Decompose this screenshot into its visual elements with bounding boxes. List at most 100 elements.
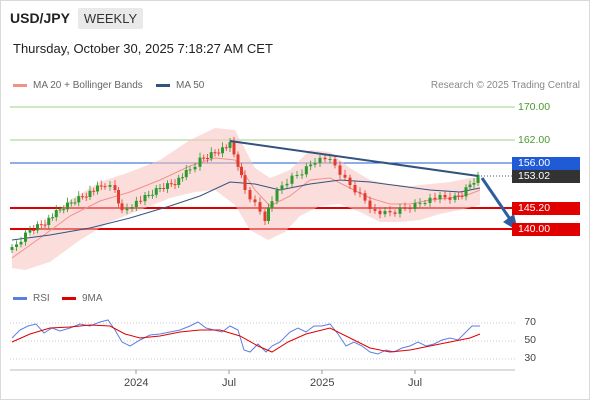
rsi-line	[11, 319, 480, 355]
rsi-label: RSI	[33, 293, 50, 304]
candle-body	[443, 195, 447, 198]
candle-body	[120, 203, 124, 211]
candle-body	[181, 177, 184, 179]
candle-body	[213, 152, 217, 154]
candle-body	[333, 159, 337, 166]
price-label-156: 156.00	[512, 157, 580, 170]
candle-body	[270, 201, 274, 208]
candle-body	[403, 207, 407, 209]
candles	[10, 137, 480, 253]
candle-body	[457, 195, 460, 197]
candle-body	[224, 147, 228, 149]
candle-body	[460, 196, 464, 197]
candle-body	[468, 184, 472, 188]
candle-body	[130, 207, 134, 209]
candle-body	[169, 183, 173, 185]
candle-body	[263, 211, 267, 221]
candle-body	[202, 157, 206, 159]
candle-body	[253, 199, 257, 203]
candle-body	[280, 185, 284, 190]
candle-body	[62, 209, 66, 211]
candle-body	[472, 183, 476, 185]
candle-body	[393, 212, 397, 214]
legend-9ma: 9MA	[62, 293, 103, 304]
candle-body	[304, 166, 308, 175]
candle-body	[368, 200, 372, 209]
candle-body	[413, 203, 417, 209]
candle-body	[448, 197, 452, 200]
chart-header: USD/JPY WEEKLY	[10, 7, 144, 29]
candle-body	[295, 175, 299, 176]
ma9-swatch	[62, 297, 76, 300]
price-label-last: 153.02	[512, 170, 580, 183]
candle-body	[108, 185, 112, 187]
candle-body	[193, 166, 197, 170]
legend-ma20: MA 20 + Bollinger Bands	[13, 80, 143, 91]
candle-body	[84, 196, 88, 198]
candle-body	[388, 211, 392, 213]
candle-body	[54, 210, 58, 218]
x-label-jul-1: Jul	[222, 377, 237, 389]
rsi-tick-30: 30	[524, 352, 536, 364]
candle-body	[290, 175, 294, 184]
candle-body	[438, 195, 442, 200]
price-label-162: 162.00	[518, 134, 551, 146]
candle-body	[338, 165, 342, 175]
candle-body	[166, 183, 169, 189]
candle-body	[408, 208, 412, 209]
candle-body	[285, 183, 289, 186]
ma50-label: MA 50	[176, 80, 205, 91]
candle-body	[151, 194, 154, 196]
x-label-2024: 2024	[124, 377, 149, 389]
candle-body	[99, 185, 103, 187]
candle-body	[476, 174, 480, 183]
price-label-170: 170.00	[518, 101, 551, 113]
candle-body	[221, 147, 224, 154]
candle-body	[47, 217, 51, 225]
price-label-145: 145.20	[512, 202, 580, 215]
candle-body	[10, 247, 14, 250]
timestamp: Thursday, October 30, 2025 7:18:27 AM CE…	[13, 41, 273, 56]
candle-body	[343, 174, 347, 178]
candle-body	[318, 157, 322, 163]
x-label-2025: 2025	[310, 377, 335, 389]
rsi-ma-line	[11, 324, 481, 353]
legend-rsi: RSI	[13, 293, 50, 304]
candle-body	[28, 230, 32, 233]
candle-body	[39, 224, 43, 226]
candle-body	[248, 190, 252, 200]
candle-body	[378, 210, 382, 215]
candle-body	[453, 195, 457, 200]
ma20-swatch	[13, 84, 27, 87]
candle-body	[24, 232, 27, 242]
candle-body	[15, 244, 18, 247]
candle-body	[177, 177, 181, 185]
candle-body	[103, 186, 107, 188]
timeframe-button[interactable]: WEEKLY	[77, 7, 144, 29]
x-label-jul-2: Jul	[408, 377, 423, 389]
candle-body	[43, 224, 47, 226]
candle-body	[328, 159, 332, 160]
candle-body	[267, 207, 270, 221]
candle-body	[217, 152, 221, 154]
candle-body	[81, 196, 84, 198]
candle-body	[36, 224, 39, 231]
candle-body	[134, 200, 138, 207]
rsi-swatch	[13, 297, 27, 300]
candle-body	[88, 190, 92, 197]
candle-body	[77, 196, 81, 203]
forecast-arrow	[480, 177, 514, 223]
ma50-line	[11, 179, 481, 241]
candle-body	[418, 203, 422, 205]
candle-body	[464, 187, 468, 197]
ma50-swatch	[156, 84, 170, 87]
candle-body	[147, 194, 151, 196]
candle-body	[198, 157, 202, 167]
candle-body	[258, 202, 262, 212]
candle-body	[69, 202, 73, 204]
candle-body	[353, 185, 357, 193]
candle-body	[92, 190, 96, 192]
price-label-140: 140.00	[512, 223, 580, 236]
candle-body	[206, 158, 209, 159]
